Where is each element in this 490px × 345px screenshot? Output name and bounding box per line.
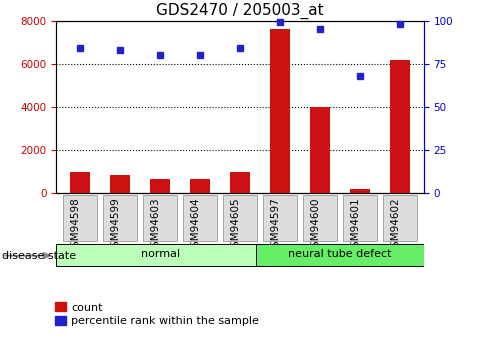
Text: GSM94598: GSM94598: [71, 197, 80, 254]
FancyBboxPatch shape: [383, 195, 417, 241]
Text: GSM94600: GSM94600: [310, 197, 320, 254]
Bar: [270, 29, 290, 193]
Title: GDS2470 / 205003_at: GDS2470 / 205003_at: [156, 3, 324, 19]
Text: normal: normal: [141, 249, 180, 259]
Text: neural tube defect: neural tube defect: [288, 249, 392, 259]
FancyBboxPatch shape: [63, 195, 98, 241]
Text: disease state: disease state: [2, 251, 76, 261]
FancyBboxPatch shape: [56, 244, 264, 266]
Bar: [310, 107, 330, 193]
FancyBboxPatch shape: [343, 195, 377, 241]
Bar: [350, 189, 370, 193]
FancyBboxPatch shape: [256, 244, 424, 266]
Text: GSM94603: GSM94603: [150, 197, 160, 254]
FancyBboxPatch shape: [183, 195, 217, 241]
Text: GSM94602: GSM94602: [390, 197, 400, 254]
Bar: [110, 175, 130, 193]
Text: GSM94605: GSM94605: [230, 197, 240, 254]
FancyBboxPatch shape: [263, 195, 297, 241]
Bar: [150, 179, 170, 193]
Bar: [71, 171, 90, 193]
Legend: count, percentile rank within the sample: count, percentile rank within the sample: [54, 302, 259, 326]
FancyBboxPatch shape: [223, 195, 257, 241]
FancyBboxPatch shape: [143, 195, 177, 241]
FancyBboxPatch shape: [103, 195, 137, 241]
Text: GSM94599: GSM94599: [110, 197, 120, 254]
Bar: [390, 60, 410, 193]
Bar: [190, 179, 210, 193]
Bar: [230, 171, 250, 193]
FancyBboxPatch shape: [303, 195, 337, 241]
Text: GSM94601: GSM94601: [350, 197, 360, 254]
Text: GSM94604: GSM94604: [190, 197, 200, 254]
Text: GSM94597: GSM94597: [270, 197, 280, 254]
